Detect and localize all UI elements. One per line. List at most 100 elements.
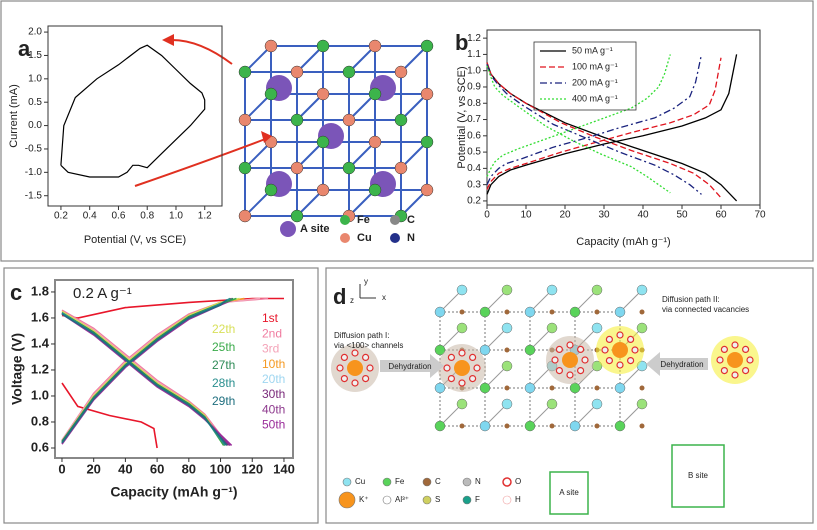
legend-label: 10th	[262, 357, 285, 371]
lattice-node	[591, 398, 603, 410]
legend-label: 400 mA g⁻¹	[572, 93, 618, 103]
step-label: Dehydration	[660, 360, 703, 369]
path-label: via <100> channels	[334, 341, 403, 350]
water-o	[605, 335, 613, 343]
water-o	[458, 349, 466, 357]
lattice-node	[394, 161, 408, 175]
y-tick-label: 0.7	[467, 114, 481, 125]
water-o	[616, 361, 624, 369]
x-tick-label: 10	[520, 210, 532, 221]
legend-label: 200 mA g⁻¹	[572, 77, 618, 87]
bridge-atom	[594, 385, 600, 391]
legend-swatch	[502, 495, 512, 505]
legend-label: O	[515, 477, 521, 486]
lattice-node	[501, 284, 513, 296]
bridge-atom	[549, 385, 555, 391]
bridge-atom	[504, 347, 510, 353]
lattice-node	[290, 209, 304, 223]
legend-label: N	[475, 477, 481, 486]
legend-swatch	[462, 495, 472, 505]
path-label: via connected vacancies	[662, 305, 749, 314]
legend-swatch	[338, 491, 356, 509]
legend-label: Al³⁺	[395, 495, 409, 504]
water-o	[469, 375, 477, 383]
y-tick-label: -1.0	[25, 167, 43, 178]
y-tick-label: 0.8	[31, 413, 49, 428]
lattice-node	[636, 322, 648, 334]
lattice-node	[316, 87, 330, 101]
lattice-node	[290, 113, 304, 127]
water-o	[362, 375, 370, 383]
legend-swatch	[280, 221, 296, 237]
bridge-atom	[504, 385, 510, 391]
lattice-node	[591, 284, 603, 296]
legend-label: K⁺	[359, 495, 369, 504]
x-tick-label: 60	[715, 210, 727, 221]
lattice-node	[636, 284, 648, 296]
water-o	[581, 356, 589, 364]
lattice-node	[420, 87, 434, 101]
y-tick-label: 1.0	[467, 65, 481, 76]
legend-label: Cu	[357, 232, 372, 244]
legend-label: 1st	[262, 311, 279, 325]
plot-frame	[47, 25, 223, 207]
x-tick-label: 60	[150, 461, 164, 476]
x-tick-label: 0	[484, 210, 490, 221]
panel-label: a	[18, 36, 31, 61]
y-tick-label: 0.3	[467, 179, 481, 190]
x-tick-label: 50	[676, 210, 688, 221]
lattice-node	[342, 65, 356, 79]
lattice-node	[434, 420, 446, 432]
water-o	[447, 353, 455, 361]
panel-ab-frame	[0, 0, 814, 262]
panel-c-frame	[3, 267, 319, 524]
lattice-node	[501, 398, 513, 410]
lattice-node	[316, 135, 330, 149]
water-o	[577, 345, 585, 353]
y-tick-label: 0.8	[467, 98, 481, 109]
bridge-atom	[459, 309, 465, 315]
legend-label: Fe	[357, 214, 370, 226]
legend-swatch	[422, 477, 432, 487]
lattice-node	[420, 183, 434, 197]
water-o	[627, 357, 635, 365]
y-tick-label: 0.2	[467, 196, 481, 207]
water-o	[742, 367, 750, 375]
y-tick-label: 1.5	[28, 50, 42, 61]
lattice-node	[456, 398, 468, 410]
y-tick-label: 1.8	[31, 283, 49, 298]
lattice-node	[434, 306, 446, 318]
lattice-node	[264, 39, 278, 53]
lattice-node	[238, 209, 252, 223]
lattice-node	[456, 284, 468, 296]
bridge-atom	[504, 309, 510, 315]
lattice-node	[264, 87, 278, 101]
lattice-node	[479, 306, 491, 318]
water-o	[731, 341, 739, 349]
data-line	[61, 297, 284, 449]
k-ion	[454, 360, 470, 376]
lattice-node	[524, 382, 536, 394]
y-tick-label: -1.5	[25, 190, 43, 201]
legend-label: 29th	[212, 394, 235, 408]
lattice-node	[368, 135, 382, 149]
lattice-node	[479, 420, 491, 432]
legend-swatch	[382, 477, 392, 487]
legend-swatch	[502, 477, 512, 487]
water-o	[566, 341, 574, 349]
water-o	[731, 371, 739, 379]
legend-label: A site	[300, 223, 330, 235]
lattice-node	[394, 65, 408, 79]
bridge-atom	[639, 385, 645, 391]
lattice-node	[316, 183, 330, 197]
y-axis-label: Potential (V, vs SCE)	[456, 66, 468, 168]
x-tick-label: 70	[754, 210, 766, 221]
water-o	[458, 379, 466, 387]
water-o	[555, 367, 563, 375]
site-frame	[671, 444, 725, 508]
water-o	[631, 346, 639, 354]
lattice-node	[368, 87, 382, 101]
legend-label: Fe	[395, 477, 405, 486]
legend-swatch	[340, 233, 350, 243]
